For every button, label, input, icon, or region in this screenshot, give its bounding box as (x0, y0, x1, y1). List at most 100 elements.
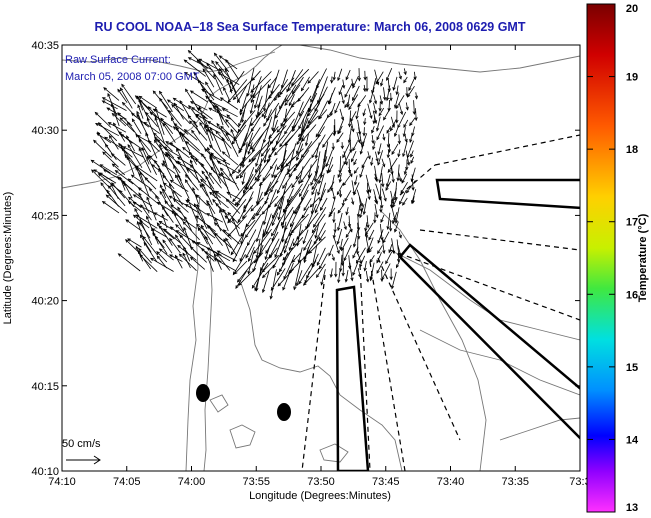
current-vector-head (135, 214, 140, 218)
current-vector-head (193, 120, 197, 125)
current-vector (174, 103, 184, 120)
current-vector-head (147, 106, 152, 111)
current-vector (143, 242, 158, 263)
current-vector (135, 134, 152, 152)
current-vector-head (220, 125, 224, 130)
current-vector-head (369, 115, 373, 120)
current-vector-head (331, 257, 335, 262)
current-vector (220, 97, 239, 110)
current-vector (342, 175, 351, 186)
current-vector (368, 229, 375, 240)
current-vector (253, 252, 264, 263)
current-vector (367, 182, 369, 194)
current-vector-head (252, 268, 256, 273)
current-vector-head (206, 199, 210, 204)
current-vector-head (307, 80, 312, 84)
current-vector (210, 127, 222, 152)
current-vector (115, 170, 134, 185)
current-vector (265, 206, 280, 235)
current-vector (288, 159, 303, 177)
current-vector (200, 225, 214, 245)
current-vector (185, 88, 200, 111)
current-vector-head (201, 170, 205, 175)
current-vector-head (352, 84, 356, 89)
current-vector-head (172, 97, 177, 101)
current-vector (357, 204, 361, 217)
current-vector-head (302, 282, 307, 286)
current-vector-head (284, 130, 288, 135)
current-vector-head (149, 111, 154, 116)
current-vector-head (359, 174, 363, 178)
current-vector (297, 223, 302, 246)
current-vector-head (205, 175, 209, 180)
current-vector (351, 150, 357, 162)
current-vector (289, 238, 295, 251)
current-vector-head (173, 212, 178, 217)
current-vector-head (209, 156, 213, 161)
current-vector-head (154, 235, 159, 240)
current-vector (173, 165, 182, 181)
current-vector-head (359, 150, 363, 155)
current-vector-head (101, 200, 106, 205)
current-vector (315, 151, 321, 175)
current-vector-head (243, 205, 247, 209)
current-vector (126, 135, 135, 152)
current-vector-head (183, 128, 188, 133)
current-vector (288, 252, 310, 274)
x-tick-label: 74:05 (113, 476, 141, 488)
current-vector-head (338, 194, 343, 198)
current-vector-head (293, 167, 297, 172)
current-vector-head (127, 178, 132, 182)
current-vector-head (387, 169, 392, 173)
current-vector-head (275, 114, 279, 119)
current-vector (137, 104, 144, 119)
current-vector-head (291, 259, 296, 263)
current-vector (307, 102, 321, 124)
current-vector (210, 157, 222, 184)
current-vector (243, 197, 253, 209)
current-vector-head (222, 229, 227, 233)
current-vector-head (300, 87, 305, 92)
current-vector (246, 164, 263, 190)
current-vector-head (155, 194, 159, 199)
current-vector-head (314, 155, 319, 160)
current-vector (162, 160, 174, 182)
current-vector (343, 149, 352, 165)
current-vector-head (393, 196, 398, 201)
current-vector (159, 248, 174, 261)
current-vector-head (264, 256, 268, 261)
current-vector (268, 147, 277, 158)
current-vector-head (373, 110, 377, 115)
current-vector (358, 197, 362, 212)
current-vector (293, 149, 310, 172)
current-vector (236, 189, 248, 206)
current-vector-head (386, 129, 390, 134)
current-vector (93, 140, 112, 158)
current-vector (204, 251, 222, 263)
current-vector-head (309, 203, 314, 208)
current-vector (371, 135, 374, 144)
current-vector-head (289, 232, 293, 237)
lane-south (335, 285, 370, 471)
current-vector (190, 101, 208, 111)
current-vector-head (130, 174, 135, 178)
current-vector-head (245, 254, 249, 259)
current-vector-head (286, 199, 290, 203)
current-vector-head (319, 207, 324, 211)
current-vector-head (263, 159, 267, 164)
current-vector (312, 244, 318, 267)
current-vector (223, 238, 231, 254)
current-vector (135, 246, 144, 262)
current-vector-head (94, 122, 99, 127)
current-vector (199, 122, 208, 135)
current-vector-head (338, 91, 342, 96)
current-vector (280, 101, 295, 127)
current-vector-head (389, 276, 393, 281)
current-vector (356, 102, 361, 119)
current-vector (232, 182, 248, 202)
current-vector (381, 158, 385, 167)
current-vector-head (276, 129, 281, 133)
current-vector (119, 117, 135, 133)
current-vector-head (296, 150, 300, 155)
current-vector-head (117, 112, 121, 116)
